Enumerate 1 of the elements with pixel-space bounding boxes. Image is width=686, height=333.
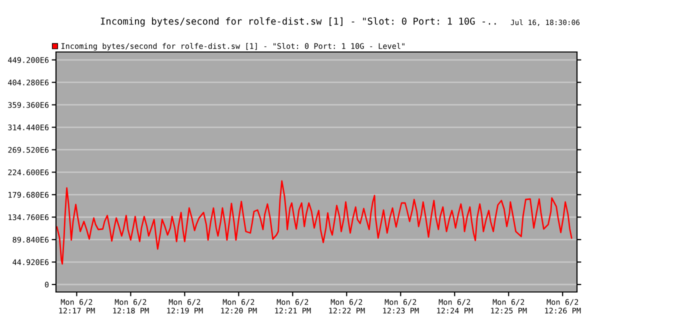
chart-title: Incoming bytes/second for rolfe-dist.sw [1] - "Slot: 0 Port: 1 10G -.. [100,17,496,27]
